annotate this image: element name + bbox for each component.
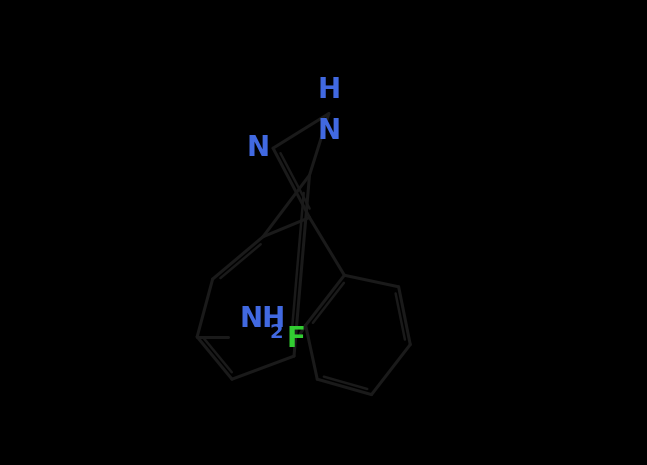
Text: N: N [317, 117, 340, 146]
Text: N: N [246, 134, 269, 162]
Text: NH: NH [240, 305, 286, 333]
Text: 2: 2 [269, 323, 283, 342]
Text: H: H [317, 76, 340, 104]
Text: F: F [287, 325, 306, 353]
